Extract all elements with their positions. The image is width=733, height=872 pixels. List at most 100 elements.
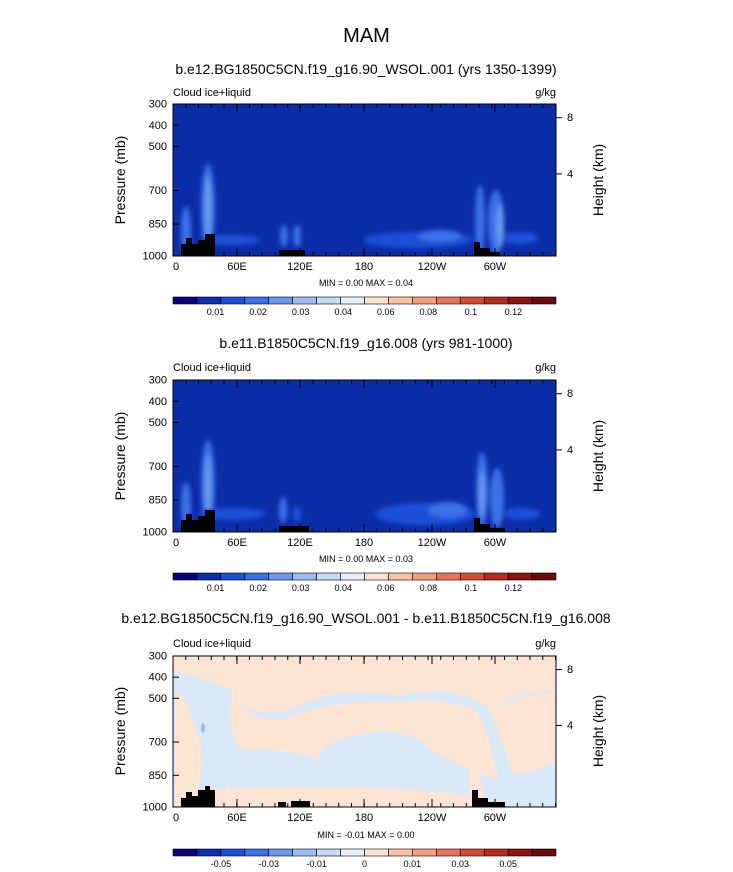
panel-3-axes-x-tick-label: 60E <box>227 812 247 824</box>
panel-3-axes-y-right-tick-label: 8 <box>567 664 573 676</box>
panel-3-colorbar-swatch <box>412 848 437 857</box>
panel-1-axes-y-right-tick-label: 8 <box>567 112 573 124</box>
panel-1-axes-x-tick-label: 60E <box>227 261 247 273</box>
panel-3-colorbar-swatch <box>364 848 389 857</box>
panel-3-axes-y-right-tick-label: 4 <box>567 720 573 732</box>
panel-2-axes-x-tick-label: 120E <box>287 537 313 549</box>
panel-1-colorbar-tick-label: 0.1 <box>465 307 478 317</box>
panel-2-axes-x-tick-label: 120W <box>418 537 447 549</box>
panel-3-axes-y-tick-label: 1000 <box>143 802 167 814</box>
panel-1-colorbar-swatch <box>507 296 533 305</box>
panel-2-title: b.e11.B1850C5CN.f19_g16.008 (yrs 981-100… <box>219 335 512 351</box>
panel-2-colorbar-swatch <box>507 572 533 581</box>
panel-2-stats: MIN = 0.00 MAX = 0.03 <box>319 554 413 564</box>
panel-2-colorbar-swatch <box>220 572 246 581</box>
panel-2-variable-label: Cloud ice+liquid <box>173 362 251 374</box>
panel-1: b.e12.BG1850C5CN.f19_g16.90_WSOL.001 (yr… <box>112 61 606 317</box>
panel-3-axes-y-tick-label: 300 <box>149 651 167 663</box>
panel-1-colorbar-swatch <box>459 296 485 305</box>
panel-2-axes-x-tick-label: 0 <box>173 537 179 549</box>
panel-3-axes-y-tick-label: 700 <box>149 737 167 749</box>
panel-2-axes-x-tick-label: 60W <box>484 537 507 549</box>
panel-1-plot-area <box>173 104 556 256</box>
panel-2-colorbar-swatch <box>172 572 198 581</box>
panel-3-axes-x-tick-label: 60W <box>484 812 507 824</box>
panel-1-colorbar-swatch <box>412 296 437 305</box>
panel-1-title: b.e12.BG1850C5CN.f19_g16.90_WSOL.001 (yr… <box>175 61 556 77</box>
panel-1-colorbar-tick-label: 0.03 <box>292 307 310 317</box>
panel-3-contours <box>173 656 556 807</box>
panel-2: b.e11.B1850C5CN.f19_g16.008 (yrs 981-100… <box>112 335 606 593</box>
panel-2-colorbar-tick-label: 0.03 <box>292 583 310 593</box>
panel-1-colorbar-swatch <box>388 296 413 305</box>
panel-2-colorbar-swatch <box>364 572 389 581</box>
panel-3-colorbar-swatch <box>268 848 293 857</box>
panel-2-colorbar-tick-label: 0.04 <box>334 583 352 593</box>
panel-1-axes-y-tick-label: 500 <box>149 141 167 153</box>
panel-1-stats: MIN = 0.00 MAX = 0.04 <box>319 278 413 288</box>
panel-1-colorbar-swatch <box>364 296 389 305</box>
panel-3-axes-x-tick-label: 120E <box>287 812 313 824</box>
panel-1-axes-y-tick-label: 1000 <box>143 251 167 263</box>
panel-3-axes-y-tick-label: 500 <box>149 693 167 705</box>
panel-3-axes: 300 400 500 700 850 1000 8 4 0 60E 120E 180 120W 60W <box>143 651 574 825</box>
panel-1-colorbar-swatch <box>531 296 557 305</box>
panel-3-colorbar-swatch <box>292 848 317 857</box>
panel-3-colorbar-swatch <box>388 848 413 857</box>
panel-2-colorbar-tick-label: 0.01 <box>207 583 225 593</box>
panel-3-colorbar-tick-label: 0.01 <box>404 859 422 869</box>
panel-3-stats: MIN = -0.01 MAX = 0.00 <box>317 830 414 840</box>
panel-3-colorbar: -0.05 -0.03 -0.01 0 0.01 0.03 0.05 <box>172 848 557 869</box>
panel-1-colorbar-tick-label: 0.08 <box>420 307 438 317</box>
panel-3-colorbar-swatch <box>436 848 461 857</box>
panel-2-units-label: g/kg <box>535 362 556 374</box>
panel-2-axes-y-tick-label: 500 <box>149 417 167 429</box>
panel-1-colorbar-swatch <box>436 296 461 305</box>
panel-1-axes-x-tick-label: 0 <box>173 261 179 273</box>
panel-2-colorbar-swatch <box>316 572 341 581</box>
panel-3-colorbar-swatch <box>340 848 365 857</box>
panel-1-axes-y-right-tick-label: 4 <box>567 168 573 180</box>
panel-1-colorbar-tick-label: 0.12 <box>505 307 523 317</box>
panel-2-colorbar-swatch <box>196 572 222 581</box>
panel-3-colorbar-tick-label: 0 <box>362 859 367 869</box>
panel-1-axes-x-tick-label: 120W <box>418 261 447 273</box>
panel-2-colorbar-swatch <box>459 572 485 581</box>
panel-3-colorbar-tick-label: 0.03 <box>451 859 469 869</box>
panel-3-colorbar-swatch <box>172 848 198 857</box>
panel-3-colorbar-swatch <box>196 848 222 857</box>
panel-2-axes-y-tick-label: 400 <box>149 396 167 408</box>
panel-3-variable-label: Cloud ice+liquid <box>173 638 251 650</box>
panel-3-units-label: g/kg <box>535 638 556 650</box>
panel-3-colorbar-swatch <box>459 848 485 857</box>
panel-3-colorbar-swatch <box>531 848 557 857</box>
panel-1-axes-y-tick-label: 850 <box>149 219 167 231</box>
panel-2-axes-y-tick-label: 1000 <box>143 527 167 539</box>
panel-1-colorbar-swatch <box>292 296 317 305</box>
panel-2-y-axis-title: Pressure (mb) <box>112 412 128 501</box>
figure-title: MAM <box>343 25 390 47</box>
panel-1-axes-y-tick-label: 300 <box>149 99 167 111</box>
panel-1-colorbar-swatch <box>244 296 270 305</box>
panel-1-colorbar-swatch <box>483 296 509 305</box>
panel-3-colorbar-swatch <box>507 848 533 857</box>
panel-3-colorbar-swatch <box>220 848 246 857</box>
panel-3-colorbar-tick-label: 0.05 <box>499 859 517 869</box>
panel-2-axes-y-right-tick-label: 4 <box>567 444 573 456</box>
panel-3-colorbar-swatch <box>483 848 509 857</box>
panel-2-axes-x-tick-label: 180 <box>355 537 373 549</box>
panel-2-colorbar-tick-label: 0.12 <box>505 583 523 593</box>
panel-1-axes-x-tick-label: 180 <box>355 261 373 273</box>
panel-3-colorbar-tick-label: -0.01 <box>306 859 327 869</box>
panel-1-colorbar-swatch <box>220 296 246 305</box>
panel-1-axes-y-tick-label: 400 <box>149 120 167 132</box>
panel-1-colorbar-swatch <box>340 296 365 305</box>
panel-3-y-axis-right-title: Height (km) <box>590 695 606 767</box>
panel-3-colorbar-swatch <box>316 848 341 857</box>
panel-2-axes: 300 400 500 700 850 1000 8 4 0 60E 120E 180 120W 60W <box>143 375 574 550</box>
panel-1-colorbar-tick-label: 0.02 <box>249 307 267 317</box>
panel-2-colorbar-tick-label: 0.1 <box>465 583 478 593</box>
panel-1-colorbar-swatch <box>268 296 293 305</box>
panel-2-plot-area <box>173 380 556 532</box>
panel-3-title: b.e12.BG1850C5CN.f19_g16.90_WSOL.001 - b… <box>121 610 611 626</box>
